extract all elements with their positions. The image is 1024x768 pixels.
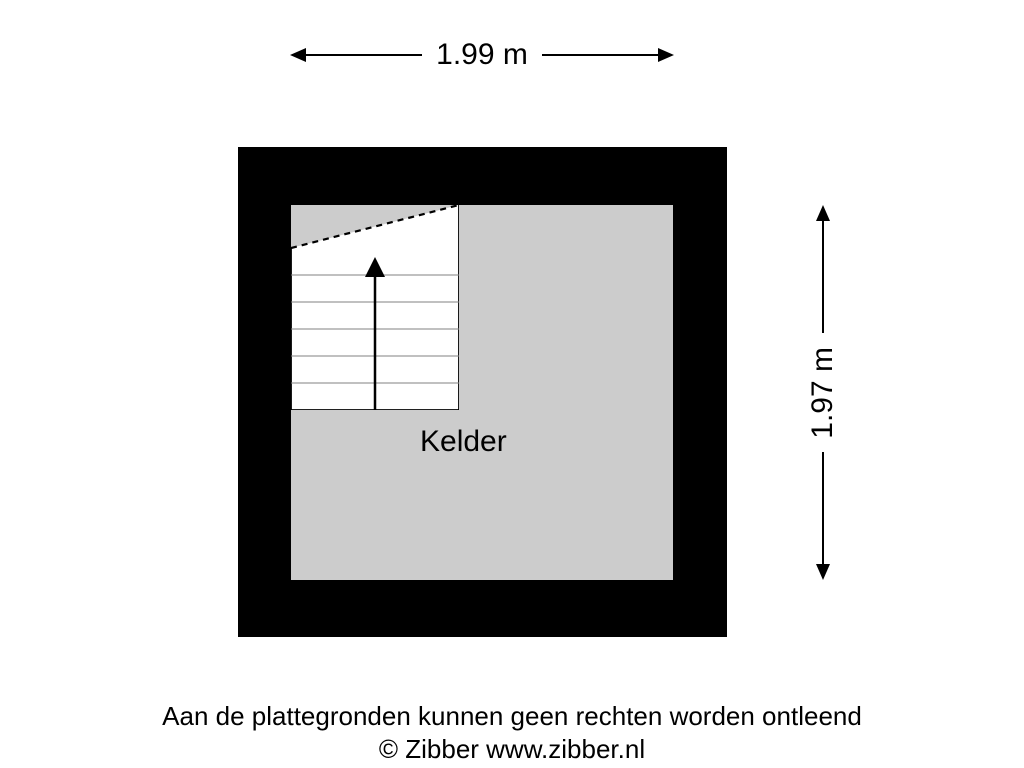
dimension-shaft bbox=[822, 221, 824, 333]
dimension-height-label: 1.97 m bbox=[806, 333, 840, 453]
footer-line1: Aan de plattegronden kunnen geen rechten… bbox=[0, 700, 1024, 733]
dimension-shaft bbox=[306, 54, 422, 56]
dimension-height: 1.97 m bbox=[806, 205, 840, 580]
stairs-icon bbox=[291, 205, 459, 410]
stairs bbox=[291, 205, 459, 410]
arrowhead-left-icon bbox=[290, 48, 306, 62]
dimension-shaft bbox=[542, 54, 658, 56]
arrowhead-right-icon bbox=[658, 48, 674, 62]
arrowhead-up-icon bbox=[816, 205, 830, 221]
room-label: Kelder bbox=[420, 425, 507, 459]
floorplan-canvas: 1.99 m 1.97 m Kelder Aan de plattegronde… bbox=[0, 0, 1024, 768]
footer-line2: © Zibber www.zibber.nl bbox=[0, 733, 1024, 766]
arrowhead-down-icon bbox=[816, 564, 830, 580]
dimension-width-label: 1.99 m bbox=[422, 38, 542, 72]
dimension-width: 1.99 m bbox=[290, 38, 674, 72]
dimension-shaft bbox=[822, 452, 824, 564]
footer-disclaimer: Aan de plattegronden kunnen geen rechten… bbox=[0, 700, 1024, 765]
